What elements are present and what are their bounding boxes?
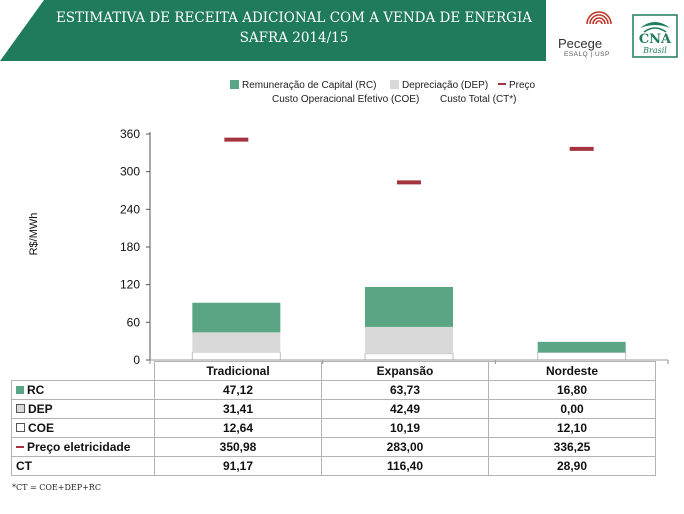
dep-label: DEP [28, 402, 53, 416]
y-tick-label: 120 [120, 278, 140, 292]
rc-swatch [16, 386, 24, 394]
dep-swatch [16, 404, 25, 413]
pecege-logo: Pecege ESALQ | USP [556, 10, 618, 62]
legend-label-dep: Depreciação (DEP) [402, 80, 489, 91]
y-tick-label: 180 [120, 240, 140, 254]
cna-subtitle: Brasil [643, 46, 667, 55]
footnote: *CT = COE+DEP+RC [12, 483, 101, 492]
title-line-2: SAFRA 2014/15 [239, 30, 349, 46]
pecege-name: Pecege [558, 36, 603, 51]
legend-item-preco: Preço [498, 80, 535, 91]
y-tick-label: 240 [120, 202, 140, 216]
bar-custo-operacional-efetivo-coe--0 [191, 351, 281, 361]
legend-swatch-rc [230, 80, 239, 89]
bar-remunera-o-de-capital-rc--1 [365, 286, 453, 327]
preco-label: Preço eletricidade [27, 440, 131, 454]
bar-custo-operacional-efetivo-coe--1 [364, 353, 454, 361]
legend-item-ct: Custo Total (CT*) [440, 94, 517, 105]
row-label-coe: COE [11, 418, 155, 438]
y-tick-label: 300 [120, 165, 140, 179]
table-cell: 12,10 [488, 418, 656, 438]
row-label-rc: RC [11, 380, 155, 400]
cna-leaf-icon [632, 14, 678, 58]
cna-logo: CNA Brasil [632, 14, 678, 58]
table-cell: 10,19 [321, 418, 489, 438]
y-axis-label: R$/MWh [28, 212, 40, 256]
table-header-nordeste: Nordeste [488, 361, 656, 381]
rc-label: RC [27, 383, 45, 397]
table-cell: 116,40 [321, 456, 489, 476]
table-header-expansao: Expansão [321, 361, 489, 381]
table-row-coe: COE 12,64 10,19 12,10 [11, 418, 656, 438]
table-cell: 42,49 [321, 399, 489, 419]
bar-deprecia-o-dep--0 [192, 332, 281, 353]
table-header-row: Tradicional Expansão Nordeste [11, 361, 656, 381]
table-cell: 31,41 [154, 399, 322, 419]
table-cell: 336,25 [488, 437, 656, 457]
legend-label-preco: Preço [509, 80, 536, 91]
bar-custo-operacional-efetivo-coe--2 [537, 351, 627, 361]
bar-deprecia-o-dep--1 [365, 326, 453, 354]
table-cell: 63,73 [321, 380, 489, 400]
header-banner: ESTIMATIVA DE RECEITA ADICIONAL COM A VE… [0, 0, 546, 61]
legend-item-dep: Depreciação (DEP) [390, 80, 488, 91]
pecege-swirl-icon [582, 11, 616, 38]
row-label-preco: Preço eletricidade [11, 437, 155, 457]
pecege-subtitle: ESALQ | USP [564, 51, 610, 58]
legend-item-rc: Remuneração de Capital (RC) [230, 80, 377, 91]
stacked-bar-chart: 0 60 120 180 240 300 360 [120, 127, 669, 367]
table-cell: 91,17 [154, 456, 322, 476]
cna-name: CNA [638, 32, 672, 47]
table-cell: 350,98 [154, 437, 322, 457]
coe-label: COE [28, 421, 55, 435]
header-notch-shape [0, 0, 44, 61]
bar-remunera-o-de-capital-rc--2 [537, 341, 626, 353]
bar-remunera-o-de-capital-rc--0 [192, 302, 281, 333]
legend-item-coe: Custo Operacional Efetivo (COE) [260, 94, 419, 105]
legend-swatch-dep [390, 80, 399, 89]
coe-swatch [16, 423, 25, 432]
table-header-tradicional: Tradicional [154, 361, 322, 381]
table-cell: 0,00 [488, 399, 656, 419]
table-cell: 47,12 [154, 380, 322, 400]
legend-label-rc: Remuneração de Capital (RC) [242, 80, 377, 91]
legend-label-coe: Custo Operacional Efetivo (COE) [272, 94, 420, 105]
logos: Pecege ESALQ | USP CNA Brasil [556, 10, 680, 62]
row-label-ct: CT [11, 456, 155, 476]
y-tick-label: 360 [120, 127, 140, 141]
table-cell: 28,90 [488, 456, 656, 476]
table-cell: 12,64 [154, 418, 322, 438]
data-table: Tradicional Expansão Nordeste RC 47,12 6… [11, 361, 656, 476]
title-line-1: ESTIMATIVA DE RECEITA ADICIONAL COM A VE… [55, 10, 533, 26]
row-label-dep: DEP [11, 399, 155, 419]
ct-label: CT [16, 459, 32, 473]
table-cell: 283,00 [321, 437, 489, 457]
table-corner [11, 361, 155, 381]
y-tick-label: 60 [127, 315, 141, 329]
table-row-ct: CT 91,17 116,40 28,90 [11, 456, 656, 476]
page-title: ESTIMATIVA DE RECEITA ADICIONAL COM A VE… [44, 8, 544, 48]
table-row-preco: Preço eletricidade 350,98 283,00 336,25 [11, 437, 656, 457]
legend-swatch-preco [498, 83, 506, 85]
legend-swatch-coe [260, 94, 269, 103]
table-cell: 16,80 [488, 380, 656, 400]
table-row-dep: DEP 31,41 42,49 0,00 [11, 399, 656, 419]
legend-label-ct: Custo Total (CT*) [440, 94, 517, 105]
preco-swatch [16, 446, 24, 448]
table-row-rc: RC 47,12 63,73 16,80 [11, 380, 656, 400]
y-tick-label: 0 [133, 353, 140, 367]
